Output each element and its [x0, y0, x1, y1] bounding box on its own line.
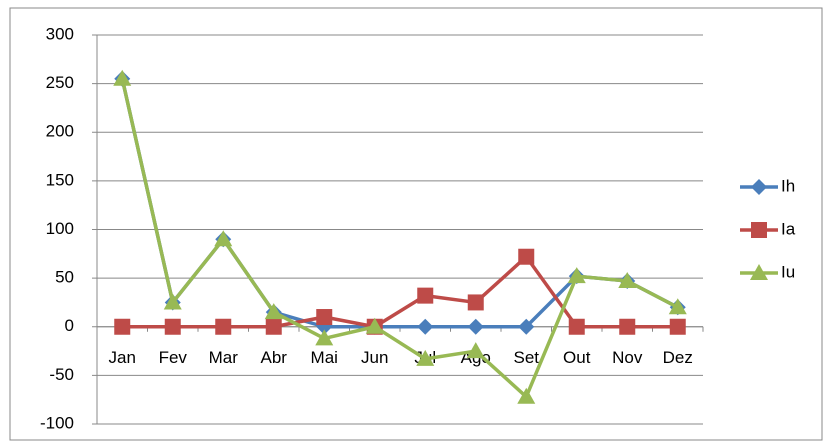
- x-tick-label: Set: [513, 348, 539, 367]
- series-marker: [316, 309, 333, 326]
- x-tick-label: Dez: [663, 348, 693, 367]
- legend-marker: [751, 179, 767, 195]
- series-marker: [416, 349, 435, 366]
- legend-label: Iu: [781, 262, 795, 281]
- y-tick-label: 200: [46, 122, 74, 141]
- legend-label: Ih: [781, 176, 795, 195]
- x-tick-label: Abr: [261, 348, 288, 367]
- series-marker: [315, 329, 334, 346]
- y-tick-label: 0: [65, 316, 74, 335]
- series-marker: [264, 303, 283, 320]
- y-tick-label: 100: [46, 219, 74, 238]
- legend-label: Ia: [781, 219, 796, 238]
- series-marker: [568, 318, 585, 335]
- series-line: [122, 254, 678, 329]
- series-marker: [163, 293, 182, 310]
- y-tick-label: 150: [46, 170, 74, 189]
- x-tick-label: Fev: [159, 348, 188, 367]
- x-tick-label: Mar: [209, 348, 239, 367]
- series-marker: [669, 318, 686, 335]
- series-marker: [417, 318, 434, 335]
- legend-marker: [751, 222, 767, 238]
- series-marker: [619, 318, 636, 335]
- series-marker: [164, 318, 181, 335]
- series-marker: [114, 318, 131, 335]
- series-marker: [417, 287, 434, 304]
- series-marker: [518, 248, 535, 265]
- series-marker: [618, 272, 637, 289]
- y-tick-label: 300: [46, 24, 74, 43]
- series-marker: [215, 318, 232, 335]
- y-tick-label: -50: [49, 365, 74, 384]
- x-tick-label: Nov: [612, 348, 643, 367]
- series-marker: [518, 318, 535, 335]
- series-marker: [113, 69, 132, 86]
- y-tick-label: -100: [40, 413, 74, 432]
- series-marker: [467, 294, 484, 311]
- x-tick-label: Jan: [109, 348, 136, 367]
- series-marker: [668, 298, 687, 315]
- legend-marker: [750, 264, 768, 280]
- series-marker: [517, 387, 536, 404]
- series-marker: [467, 318, 484, 335]
- x-tick-label: Mai: [311, 348, 338, 367]
- series-marker: [466, 342, 485, 359]
- series-marker: [265, 318, 282, 335]
- series-marker: [214, 230, 233, 247]
- x-tick-label: Out: [563, 348, 591, 367]
- y-tick-label: 50: [55, 268, 74, 287]
- series-marker: [365, 317, 384, 334]
- series-marker: [567, 267, 586, 284]
- chart-border: [9, 7, 823, 441]
- y-tick-label: 250: [46, 73, 74, 92]
- series-line: [120, 78, 679, 399]
- x-tick-label: Jun: [361, 348, 388, 367]
